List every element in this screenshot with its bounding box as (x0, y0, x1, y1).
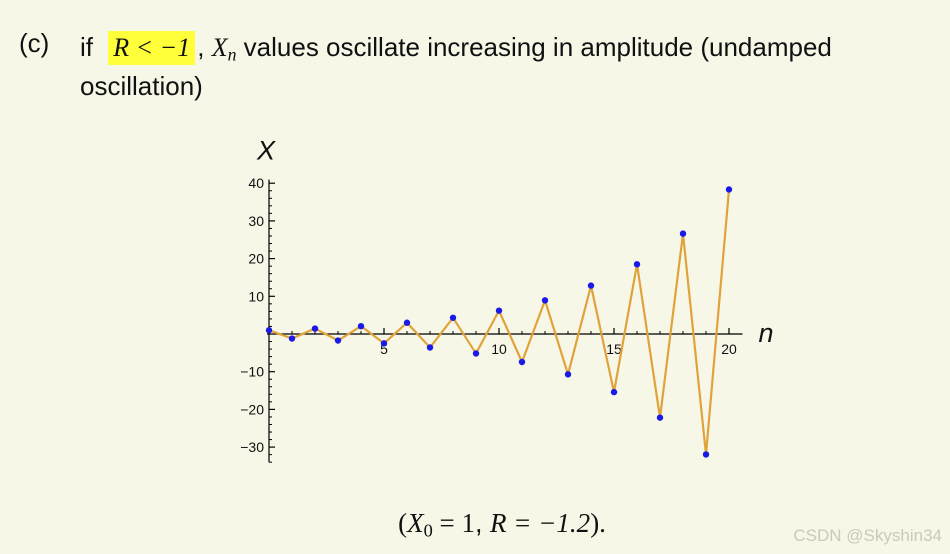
data-point (495, 307, 503, 314)
data-point (357, 322, 365, 330)
y-tick-label: −10 (240, 364, 264, 380)
item-text: if R < −1, Xn values oscillate increasin… (80, 28, 948, 105)
xn-base: X (211, 33, 228, 62)
x-tick-label: 20 (721, 341, 737, 357)
data-point (541, 297, 549, 304)
list-item-c: (c) if R < −1, Xn values oscillate incre… (0, 26, 950, 106)
watermark: CSDN @Skyshin34 (793, 526, 942, 545)
data-point (380, 340, 388, 347)
data-point (725, 186, 733, 193)
data-point (426, 344, 434, 351)
x-tick-label: 15 (606, 341, 622, 357)
comma-separator: , (197, 32, 205, 62)
caption-x0-base: X (407, 508, 424, 538)
data-point (564, 371, 572, 378)
y-tick-label: −20 (240, 401, 264, 417)
y-tick-label: −30 (240, 439, 264, 455)
condition-highlight: R < −1 (108, 31, 196, 65)
data-point (311, 325, 319, 332)
condition-expression: R < −1 (113, 33, 191, 62)
caption-comma: , (474, 508, 490, 538)
item-label: (c) (19, 28, 50, 58)
data-point (679, 230, 687, 237)
data-point (633, 261, 641, 268)
x-tick-label: 5 (380, 341, 388, 357)
y-tick-label: 30 (248, 213, 264, 229)
caption-x0-value: = 1 (432, 508, 475, 538)
data-point (265, 327, 273, 334)
data-point (702, 451, 710, 458)
data-point (334, 337, 342, 344)
data-point (518, 358, 526, 366)
description-line1: values oscillate increasing in amplitude… (243, 32, 832, 62)
y-tick-label: 20 (248, 251, 264, 267)
caption-open-paren: ( (398, 508, 408, 538)
data-point (472, 350, 480, 357)
caption-r-value: R = −1.2 (490, 508, 591, 538)
data-point (587, 282, 595, 289)
data-point (449, 314, 457, 321)
figure-caption: (X0 = 1, R = −1.2). (0, 508, 950, 541)
data-point (656, 414, 664, 421)
xn-subscript: n (227, 44, 237, 65)
caption-close-paren: ). (590, 508, 606, 538)
y-axis-label: X (256, 136, 276, 166)
item-prefix: if (80, 32, 101, 62)
x-axis-label: n (759, 318, 774, 348)
data-point (610, 388, 618, 396)
y-tick-label: 10 (248, 288, 264, 304)
y-tick-label: 40 (248, 175, 264, 191)
description-line2: oscillation) (80, 71, 203, 101)
caption-x0-subscript: 0 (423, 520, 433, 541)
x-tick-label: 10 (491, 341, 507, 357)
xn-symbol: Xn (211, 33, 237, 65)
data-point (403, 319, 411, 326)
data-point (288, 335, 296, 342)
